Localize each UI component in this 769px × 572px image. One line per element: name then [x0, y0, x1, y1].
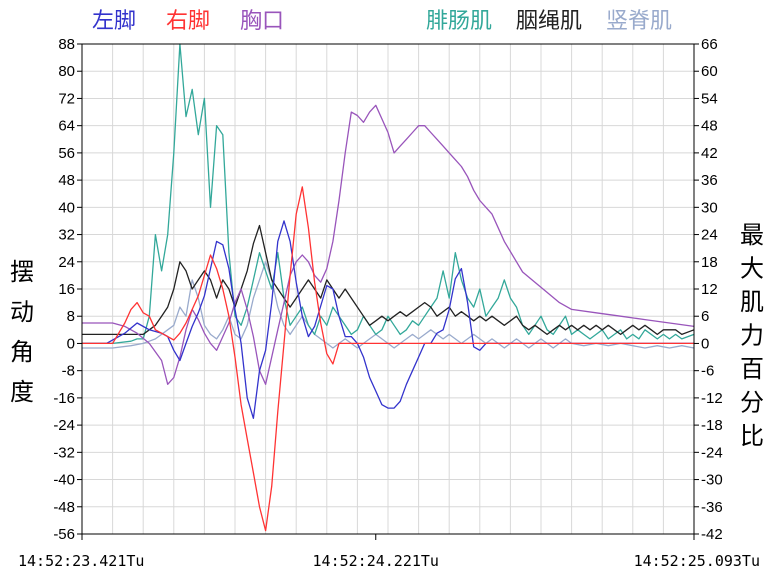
left-tick-label: 8: [67, 308, 75, 325]
right-tick-label: 24: [701, 227, 718, 244]
chart-grid: [82, 43, 694, 535]
left-tick-label: 64: [58, 118, 75, 135]
left-tick-label: 16: [58, 281, 75, 298]
left-tick-label: -32: [53, 444, 75, 461]
left-tick-label: -48: [53, 499, 75, 516]
y-label-right-char: 分: [740, 389, 764, 417]
y-label-left-char: 动: [10, 298, 34, 326]
right-tick-label: -42: [701, 526, 723, 543]
series-line-1: [82, 186, 694, 532]
x-tick-label: 14:52:24.221Tu: [313, 552, 439, 570]
legend-left: 左脚 右脚 胸口: [92, 9, 284, 34]
legend-entry-left: 胸口: [240, 9, 284, 34]
x-axis-ticks: 14:52:23.421Tu 14:52:24.221Tu 14:52:25.093…: [18, 534, 760, 570]
series-line-5: [82, 261, 695, 349]
right-tick-label: 60: [701, 63, 718, 80]
series-line-4: [82, 224, 695, 336]
series-line-3: [82, 43, 695, 345]
right-tick-label: -36: [701, 499, 723, 516]
right-tick-label: 30: [701, 199, 718, 216]
right-tick-label: 18: [701, 254, 718, 271]
y-label-left-char: 度: [10, 378, 34, 406]
right-tick-label: 48: [701, 118, 718, 135]
legend-entry-right: 胭绳肌: [516, 9, 582, 34]
series-line-0: [82, 220, 694, 419]
y-label-right-char: 大: [740, 255, 764, 283]
left-tick-label: -16: [53, 390, 75, 407]
left-tick-label: 40: [58, 199, 75, 216]
right-tick-label: 36: [701, 172, 718, 189]
legend-right: 腓肠肌 胭绳肌 竖脊肌: [426, 9, 672, 34]
series-line-2: [82, 104, 695, 385]
legend-entry-right: 竖脊肌: [606, 9, 672, 34]
right-tick-label: 42: [701, 145, 718, 162]
y-label-right-char: 肌: [740, 288, 764, 316]
left-tick-label: -24: [53, 417, 75, 434]
left-tick-label: 80: [58, 63, 75, 80]
y-label-right-char: 力: [740, 322, 764, 350]
y-label-left-char: 摆: [10, 258, 34, 286]
left-tick-label: 88: [58, 36, 75, 53]
chart-series: [82, 43, 695, 532]
x-tick-label: 14:52:25.093Tu: [634, 552, 760, 570]
legend-entry-left: 左脚: [92, 9, 136, 34]
legend-entry-left: 右脚: [166, 9, 210, 34]
left-tick-label: -40: [53, 472, 75, 489]
right-tick-label: 12: [701, 281, 718, 298]
left-tick-label: 72: [58, 90, 75, 107]
y-label-left-char: 角: [10, 338, 34, 366]
left-tick-label: 24: [58, 254, 75, 271]
left-tick-label: -56: [53, 526, 75, 543]
right-tick-label: -30: [701, 472, 723, 489]
right-tick-label: -12: [701, 390, 723, 407]
right-tick-label: -18: [701, 417, 723, 434]
right-tick-label: 6: [701, 308, 709, 325]
left-tick-label: 48: [58, 172, 75, 189]
y-label-right-char: 百: [740, 355, 764, 383]
right-tick-label: -24: [701, 444, 723, 461]
right-tick-label: 0: [701, 335, 709, 352]
left-tick-label: 32: [58, 227, 75, 244]
left-tick-label: 56: [58, 145, 75, 162]
legend-entry-right: 腓肠肌: [426, 9, 492, 34]
x-tick-label: 14:52:23.421Tu: [18, 552, 144, 570]
right-axis-ticks: 6660544842363024181260-6-12-18-24-30-36-…: [694, 36, 723, 543]
left-tick-label: -8: [62, 363, 75, 380]
right-tick-label: 66: [701, 36, 718, 53]
y-label-right-char: 比: [740, 422, 764, 450]
left-tick-label: 0: [67, 335, 75, 352]
right-tick-label: -6: [701, 363, 714, 380]
y-label-right-char: 最: [740, 221, 764, 249]
right-tick-label: 54: [701, 90, 718, 107]
left-axis-ticks: 8880726456484032241680-8-16-24-32-40-48-…: [53, 36, 82, 543]
